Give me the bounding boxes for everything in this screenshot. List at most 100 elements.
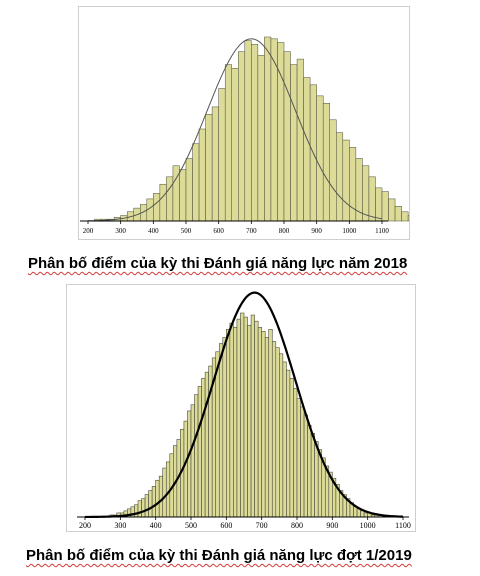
hist-bar <box>166 176 174 222</box>
histogram-2019: 200 300 400 500 600 700 800 900 1000 1100 <box>77 291 411 530</box>
hist-bar <box>279 353 284 518</box>
hist-bar <box>293 388 298 518</box>
x-tick-label: 500 <box>185 521 197 530</box>
x-tick-label: 1000 <box>360 521 376 530</box>
hist-bar <box>144 494 149 518</box>
histogram-2018: 200 300 400 500 600 700 800 900 1000 1100 <box>80 36 409 235</box>
x-tick-label: 200 <box>83 227 94 235</box>
hist-bar <box>233 326 238 518</box>
x-tick-label: 300 <box>114 521 126 530</box>
caption-2019: Phân bố điểm của kỳ thi Đánh giá năng lự… <box>26 547 412 564</box>
hist-bar <box>243 316 248 518</box>
hist-bar <box>300 406 305 518</box>
hist-bar <box>141 498 146 518</box>
hist-bar <box>257 326 262 518</box>
hist-bar <box>307 424 312 518</box>
hist-bar <box>162 467 167 518</box>
hist-bar <box>353 506 358 518</box>
caption-2019-text: Phân bố điểm của kỳ thi Đánh giá năng lự… <box>26 547 412 564</box>
hist-bar <box>231 68 239 222</box>
hist-bar <box>310 433 315 518</box>
normal-curve <box>84 291 404 519</box>
hist-bar <box>183 420 188 518</box>
hist-bar <box>342 139 350 222</box>
hist-bar <box>290 64 298 222</box>
hist-bar <box>205 114 213 222</box>
hist-bar <box>251 44 259 222</box>
hist-bar <box>375 187 383 222</box>
caption-2018: Phân bố điểm của kỳ thi Đánh giá năng lự… <box>28 255 407 272</box>
hist-bar <box>192 143 200 222</box>
hist-bar <box>286 369 291 518</box>
hist-bar <box>229 322 234 518</box>
hist-bar <box>197 386 202 518</box>
hist-bar <box>362 165 370 222</box>
hist-bar <box>275 347 280 518</box>
hist-bar <box>179 169 187 222</box>
hist-bar <box>240 312 245 518</box>
hist-bar <box>401 211 409 222</box>
x-tick-label: 300 <box>115 227 126 235</box>
hist-bar <box>134 504 139 518</box>
hist-bar <box>264 337 270 518</box>
x-tick-label: 400 <box>148 227 159 235</box>
x-tick-label: 700 <box>246 227 257 235</box>
x-tick-label: 600 <box>213 227 224 235</box>
hist-bar <box>283 51 291 222</box>
hist-bar <box>360 510 365 518</box>
histogram-2019-panel: 200 300 400 500 600 700 800 900 1000 1100 <box>66 284 416 532</box>
hist-bar <box>247 324 252 518</box>
hist-bar <box>289 377 294 518</box>
x-tick-label: 1000 <box>342 227 357 235</box>
hist-bar <box>244 40 252 222</box>
hist-bar <box>394 206 402 222</box>
hist-bar <box>159 183 167 222</box>
hist-bar <box>158 475 164 518</box>
hist-bar <box>155 479 160 518</box>
hist-bar <box>381 191 389 222</box>
hist-bar <box>194 394 199 518</box>
hist-bar <box>314 441 319 518</box>
hist-bar <box>215 351 220 518</box>
hist-bar <box>222 337 227 518</box>
hist-bar <box>257 55 265 222</box>
hist-bar <box>238 51 246 222</box>
hist-bar <box>198 128 206 222</box>
hist-bar <box>336 132 344 222</box>
hist-bar <box>407 215 409 222</box>
x-tick-label: 800 <box>279 227 290 235</box>
hist-bar <box>151 486 156 518</box>
hist-bar <box>322 102 330 222</box>
x-tick-label: 900 <box>311 227 322 235</box>
hist-bar <box>296 58 304 222</box>
hist-bar <box>148 490 153 518</box>
hist-bar <box>236 318 241 518</box>
x-tick-label: 600 <box>220 521 232 530</box>
hist-bar <box>271 341 277 518</box>
hist-bar <box>264 36 272 222</box>
hist-bar <box>388 198 396 222</box>
hist-bar <box>368 176 376 222</box>
x-tick-label: 500 <box>181 227 192 235</box>
hist-bar <box>282 361 287 518</box>
hist-bar <box>303 414 308 518</box>
x-tick-label: 900 <box>326 521 338 530</box>
hist-bar <box>218 88 226 222</box>
hist-bar <box>153 193 161 222</box>
hist-bar <box>268 329 273 518</box>
hist-bar <box>165 461 171 518</box>
hist-bar <box>356 508 361 518</box>
hist-bar <box>201 377 206 518</box>
histogram-2018-panel: 200 300 400 500 600 700 800 900 1000 1100 <box>78 6 410 240</box>
hist-bar <box>211 106 219 222</box>
hist-bar <box>137 500 142 518</box>
hist-bar <box>226 329 231 518</box>
x-tick-label: 400 <box>150 521 162 530</box>
x-tick-label: 700 <box>256 521 268 530</box>
x-tick-label: 1100 <box>375 227 389 235</box>
hist-bar <box>316 95 324 222</box>
caption-2018-text: Phân bố điểm của kỳ thi Đánh giá năng lự… <box>28 255 408 272</box>
hist-bar <box>363 512 368 518</box>
hist-bar <box>303 77 311 222</box>
hist-bar <box>296 398 301 518</box>
